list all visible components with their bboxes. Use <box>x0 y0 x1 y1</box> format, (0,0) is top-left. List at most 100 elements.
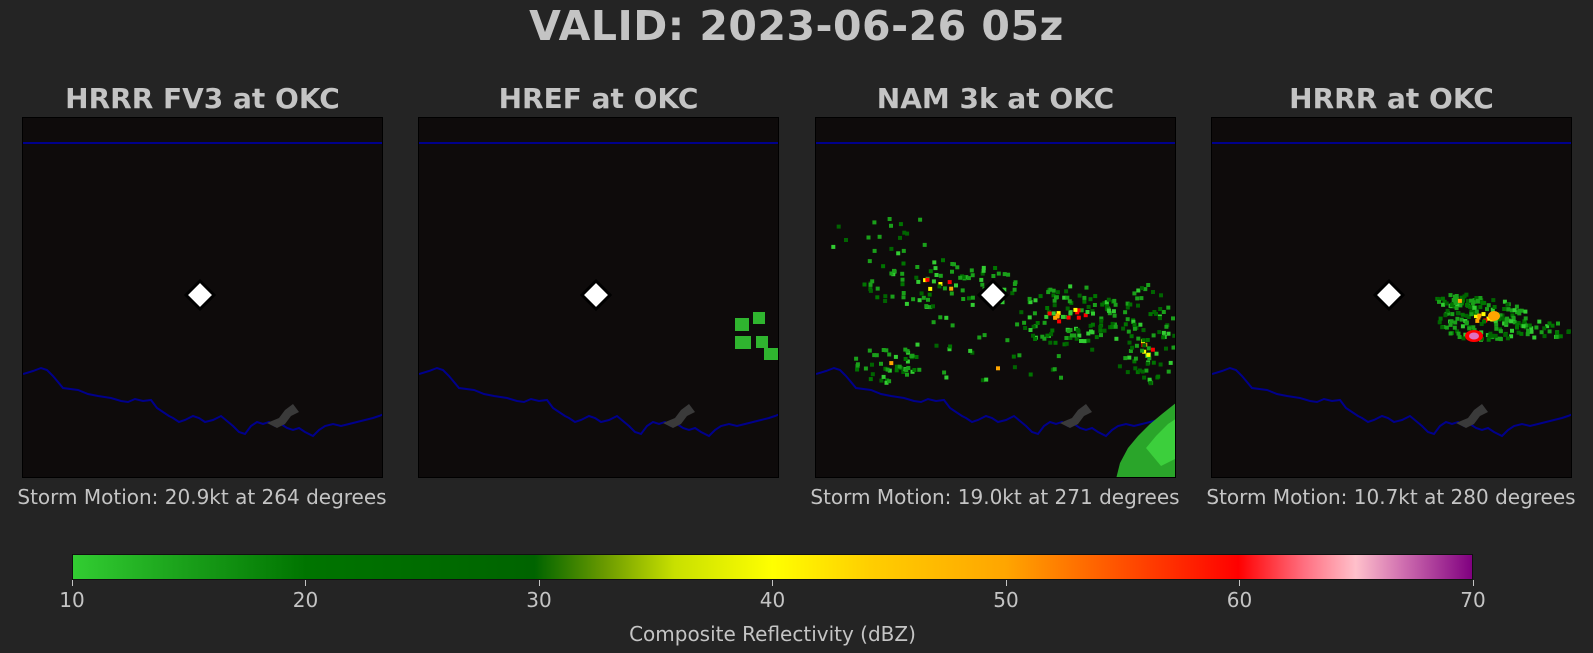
echo-pixel <box>1066 315 1071 320</box>
echo-pixel <box>1139 286 1144 291</box>
echo-pixel <box>950 269 954 274</box>
echo-pixel <box>1066 329 1071 334</box>
echo-pixel <box>1509 308 1514 313</box>
map-panel-nam3k <box>815 117 1176 478</box>
echo-pixel <box>1457 298 1462 303</box>
echo-pixel <box>900 277 905 282</box>
echo-pixel <box>934 273 939 277</box>
echo-pixel <box>1494 322 1499 327</box>
echo-pixel <box>980 282 985 287</box>
echo-pixel <box>966 276 971 281</box>
echo-pixel <box>1076 308 1081 313</box>
echo-pixel <box>1498 337 1503 342</box>
colorbar-tick-label: 60 <box>1226 588 1253 612</box>
echo-pixel <box>881 264 886 269</box>
echo-pixel <box>1064 336 1069 340</box>
echo-pixel <box>897 364 902 369</box>
echo-pixel <box>1171 316 1175 321</box>
station-marker-icon <box>579 278 613 312</box>
echo-pixel <box>1112 313 1117 318</box>
echo-pixel <box>872 220 877 225</box>
echo-pixel <box>1166 305 1171 310</box>
echo-pixel <box>1498 329 1503 334</box>
echo-pixel <box>1073 307 1078 312</box>
echo-pixel <box>1522 319 1527 324</box>
panel-title-nam3k: NAM 3k at OKC <box>876 82 1115 115</box>
echo-pixel <box>996 271 1001 276</box>
echo-core <box>1488 311 1500 321</box>
echo-pixel <box>1123 310 1128 315</box>
echo-pixel <box>1082 299 1087 304</box>
echo-pixel <box>1056 354 1061 359</box>
echo-pixel <box>928 269 933 274</box>
echo-pixel <box>925 277 930 282</box>
echo-pixel <box>883 299 888 303</box>
echo-pixel <box>919 291 924 296</box>
echo-pixel <box>1044 314 1049 319</box>
echo-pixel <box>889 246 894 251</box>
echo-pixel <box>1478 296 1483 300</box>
echo-pixel <box>870 279 875 284</box>
echo-pixel <box>1107 311 1112 316</box>
echo-pixel <box>1510 328 1514 333</box>
echo-pixel <box>947 347 952 352</box>
river-boundary-line <box>23 366 382 438</box>
echo-pixel <box>1012 365 1017 370</box>
echo-pixel <box>1459 317 1464 322</box>
echo-pixel <box>1468 304 1473 309</box>
echo-pixel <box>1454 296 1459 301</box>
echo-pixel <box>896 251 901 256</box>
echo-pixel <box>1121 326 1126 331</box>
echo-pixel <box>1092 303 1097 307</box>
echo-pixel <box>1060 314 1065 319</box>
echo-pixel <box>1077 333 1082 338</box>
echo-pixel <box>1006 272 1011 277</box>
panel-title-hrrr-fv3: HRRR FV3 at OKC <box>65 82 340 115</box>
echo-pixel <box>1509 319 1514 324</box>
echo-pixel <box>1086 305 1091 309</box>
echo-pixel <box>1486 303 1491 308</box>
echo-pixel <box>903 357 908 361</box>
echo-pixel <box>875 286 880 291</box>
echo-pixel <box>894 364 899 369</box>
echo-pixel <box>1088 323 1093 328</box>
echo-pixel <box>1123 322 1128 327</box>
echo-pixel <box>1512 308 1517 313</box>
echo-pixel <box>1504 317 1509 322</box>
echo-pixel <box>917 367 922 372</box>
echo-pixel <box>968 348 973 353</box>
echo-pixel <box>844 238 848 242</box>
echo-pixel <box>889 271 894 276</box>
echo-pixel <box>915 342 920 347</box>
echo-pixel <box>1449 303 1454 307</box>
echo-pixel <box>1506 318 1511 323</box>
echo-pixel <box>887 217 892 221</box>
echo-pixel <box>1164 324 1169 329</box>
echo-pixel <box>1442 299 1447 304</box>
echo-pixel <box>1171 345 1175 350</box>
echo-pixel <box>1010 291 1015 296</box>
echo-pixel <box>1477 313 1482 318</box>
echo-pixel <box>1113 324 1118 329</box>
echo-pixel <box>1136 336 1141 341</box>
echo-pixel <box>1042 320 1047 325</box>
echo-pixel <box>1488 331 1493 336</box>
echo-pixel <box>928 305 933 310</box>
echo-pixel <box>1083 313 1088 318</box>
echo-pixel <box>1474 314 1478 319</box>
echo-pixel <box>1462 294 1467 299</box>
echo-pixel <box>870 372 875 377</box>
echo-pixel <box>883 294 888 299</box>
echo-pixel <box>1047 311 1052 316</box>
echo-pixel <box>1527 323 1532 328</box>
echo-pixel <box>1117 364 1122 369</box>
echo-pixel <box>1125 301 1130 306</box>
echo-pixel <box>931 304 935 309</box>
echo-pixel <box>981 265 986 270</box>
echo-pixel <box>1054 295 1058 300</box>
echo-pixel <box>874 353 879 358</box>
echo-pixel <box>872 248 877 253</box>
echo-pixel <box>949 291 954 296</box>
echo-pixel <box>1539 330 1544 335</box>
echo-pixel <box>1053 315 1058 320</box>
